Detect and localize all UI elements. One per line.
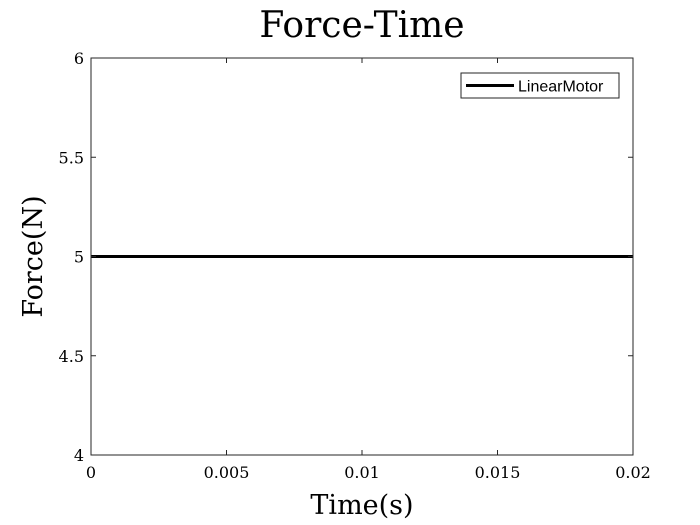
legend: LinearMotor: [460, 72, 620, 99]
chart-title: Force-Time: [259, 5, 464, 46]
ticks-layer: 0 0.005 0.01 0.015 0.02 4 4.5 5 5.5 6: [59, 49, 651, 482]
y-tick-label: 5: [74, 248, 84, 267]
x-tick-label: 0.015: [475, 463, 521, 482]
y-tick-label: 4: [74, 446, 84, 465]
y-tick-label: 6: [74, 49, 84, 68]
plot-frame: [90, 57, 634, 456]
x-axis-label: Time(s): [310, 490, 413, 521]
x-tick-label: 0.01: [344, 463, 380, 482]
y-tick-label: 4.5: [59, 347, 84, 366]
y-axis-label: Force(N): [18, 195, 49, 317]
y-tick-label: 5.5: [59, 148, 84, 167]
x-tick-label: 0: [86, 463, 96, 482]
x-tick-label: 0.02: [615, 463, 651, 482]
x-tick-label: 0.005: [204, 463, 250, 482]
legend-label: LinearMotor: [518, 79, 604, 96]
